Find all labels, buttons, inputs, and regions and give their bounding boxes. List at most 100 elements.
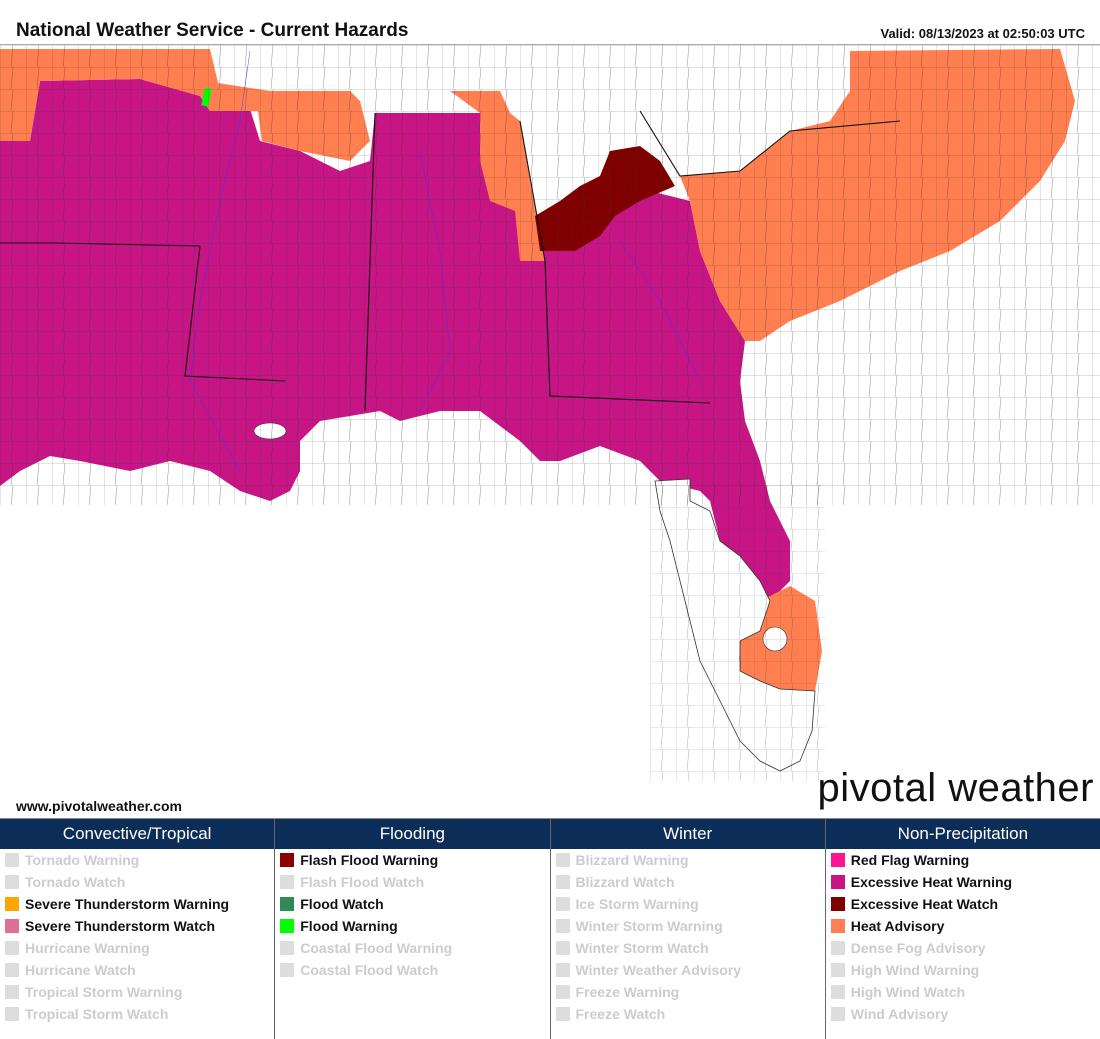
- legend-label: Coastal Flood Warning: [300, 940, 453, 956]
- legend-swatch: [830, 963, 845, 977]
- legend-item: Coastal Flood Warning: [275, 937, 549, 959]
- legend-item: Flash Flood Watch: [275, 871, 549, 893]
- legend-column: Non-Precipitation Red Flag Warning Excessi…: [825, 819, 1100, 1039]
- legend-item: Flood Watch: [275, 893, 549, 915]
- map-svg: [0, 45, 1100, 817]
- legend-label: High Wind Watch: [850, 984, 966, 1000]
- legend-label: Tropical Storm Warning: [25, 984, 183, 1000]
- legend-swatch: [830, 985, 845, 999]
- legend-label: Excessive Heat Warning: [850, 874, 1013, 890]
- legend-label: Red Flag Warning: [850, 852, 970, 868]
- legend-column: Winter Blizzard Warning Blizzard Watch Ice …: [550, 819, 826, 1039]
- legend-label: Tornado Watch: [25, 874, 126, 890]
- legend-label: Freeze Warning: [575, 984, 680, 1000]
- legend-item: Winter Storm Watch: [551, 937, 825, 959]
- county-boundaries: [0, 45, 1100, 505]
- legend-swatch: [830, 897, 845, 911]
- legend-item: Dense Fog Advisory: [826, 937, 1100, 959]
- legend-item: Severe Thunderstorm Warning: [0, 893, 274, 915]
- page-title: National Weather Service - Current Hazar…: [16, 20, 409, 41]
- legend-swatch: [5, 875, 19, 889]
- legend-label: Flood Warning: [300, 918, 398, 934]
- legend-item: Blizzard Warning: [551, 849, 825, 871]
- legend-swatch: [280, 875, 295, 889]
- legend-item: Heat Advisory: [826, 915, 1100, 937]
- legend-item: Excessive Heat Watch: [826, 893, 1100, 915]
- legend-label: Heat Advisory: [850, 918, 945, 934]
- legend-label: Freeze Watch: [575, 1006, 666, 1022]
- legend-item: Red Flag Warning: [826, 849, 1100, 871]
- legend-swatch: [830, 919, 845, 933]
- legend-column-heading: Non-Precipitation: [825, 819, 1100, 849]
- legend-item: Coastal Flood Watch: [275, 959, 549, 981]
- county-boundaries-florida: [650, 481, 825, 781]
- legend-column-heading: Convective/Tropical: [0, 819, 275, 849]
- legend-label: Winter Weather Advisory: [575, 962, 742, 978]
- legend-swatch: [830, 1007, 845, 1021]
- hazard-map[interactable]: [0, 44, 1100, 817]
- legend-item: Wind Advisory: [826, 1003, 1100, 1025]
- legend-swatch: [555, 941, 570, 955]
- legend-label: Excessive Heat Watch: [850, 896, 999, 912]
- legend-label: Hurricane Warning: [25, 940, 150, 956]
- legend-swatch: [830, 875, 845, 889]
- legend-swatch: [555, 853, 570, 867]
- legend-swatch: [555, 985, 570, 999]
- legend-swatch: [555, 875, 570, 889]
- legend-label: Wind Advisory: [850, 1006, 949, 1022]
- legend-swatch: [280, 941, 295, 955]
- legend-item: Blizzard Watch: [551, 871, 825, 893]
- legend-label: Blizzard Warning: [575, 852, 689, 868]
- legend-label: High Wind Warning: [850, 962, 980, 978]
- legend-swatch: [5, 853, 19, 867]
- legend-swatch: [5, 941, 19, 955]
- legend-label: Flash Flood Watch: [300, 874, 425, 890]
- legend-label: Winter Storm Watch: [575, 940, 709, 956]
- legend-label: Flood Watch: [300, 896, 384, 912]
- legend-item: Winter Storm Warning: [551, 915, 825, 937]
- legend-swatch: [5, 919, 19, 933]
- legend-item: Tropical Storm Warning: [0, 981, 274, 1003]
- legend-swatch: [280, 963, 295, 977]
- legend-label: Coastal Flood Watch: [300, 962, 439, 978]
- legend-swatch: [5, 963, 19, 977]
- legend-item: Severe Thunderstorm Watch: [0, 915, 274, 937]
- brand-logo: pivotal weather: [817, 766, 1094, 810]
- legend-swatch: [555, 897, 570, 911]
- legend-item: Tropical Storm Watch: [0, 1003, 274, 1025]
- legend-swatch: [555, 963, 570, 977]
- legend-item: Tornado Warning: [0, 849, 274, 871]
- legend-column-heading: Winter: [550, 819, 825, 849]
- legend-label: Tropical Storm Watch: [25, 1006, 169, 1022]
- legend-label: Dense Fog Advisory: [850, 940, 986, 956]
- legend-label: Tornado Warning: [25, 852, 140, 868]
- legend-item: Hurricane Watch: [0, 959, 274, 981]
- legend-swatch: [555, 1007, 570, 1021]
- legend-swatch: [5, 897, 19, 911]
- legend-item: High Wind Warning: [826, 959, 1100, 981]
- legend-column: Flooding Flash Flood Warning Flash Flood W…: [275, 819, 551, 1039]
- legend-item: Freeze Watch: [551, 1003, 825, 1025]
- legend-item: Hurricane Warning: [0, 937, 274, 959]
- legend-item: Excessive Heat Warning: [826, 871, 1100, 893]
- legend-item: Tornado Watch: [0, 871, 274, 893]
- legend-label: Hurricane Watch: [25, 962, 136, 978]
- legend-swatch: [5, 985, 19, 999]
- legend-column: Convective/Tropical Tornado Warning Tornad…: [0, 819, 276, 1039]
- legend-label: Blizzard Watch: [575, 874, 675, 890]
- legend-swatch: [280, 853, 295, 867]
- rivers: [189, 50, 701, 472]
- header: National Weather Service - Current Hazar…: [0, 0, 1100, 44]
- valid-time: Valid: 08/13/2023 at 02:50:03 UTC: [880, 26, 1085, 41]
- legend-item: Flash Flood Warning: [275, 849, 549, 871]
- website-url: www.pivotalweather.com: [16, 798, 182, 814]
- legend-item: High Wind Watch: [826, 981, 1100, 1003]
- state-lines: [0, 110, 901, 412]
- legend-swatch: [830, 941, 845, 955]
- legend-swatch: [280, 897, 295, 911]
- legend: Convective/Tropical Tornado Warning Tornad…: [0, 818, 1100, 1039]
- legend-swatch: [280, 919, 295, 933]
- legend-label: Severe Thunderstorm Watch: [25, 918, 216, 934]
- legend-swatch: [555, 919, 570, 933]
- legend-label: Winter Storm Warning: [575, 918, 723, 934]
